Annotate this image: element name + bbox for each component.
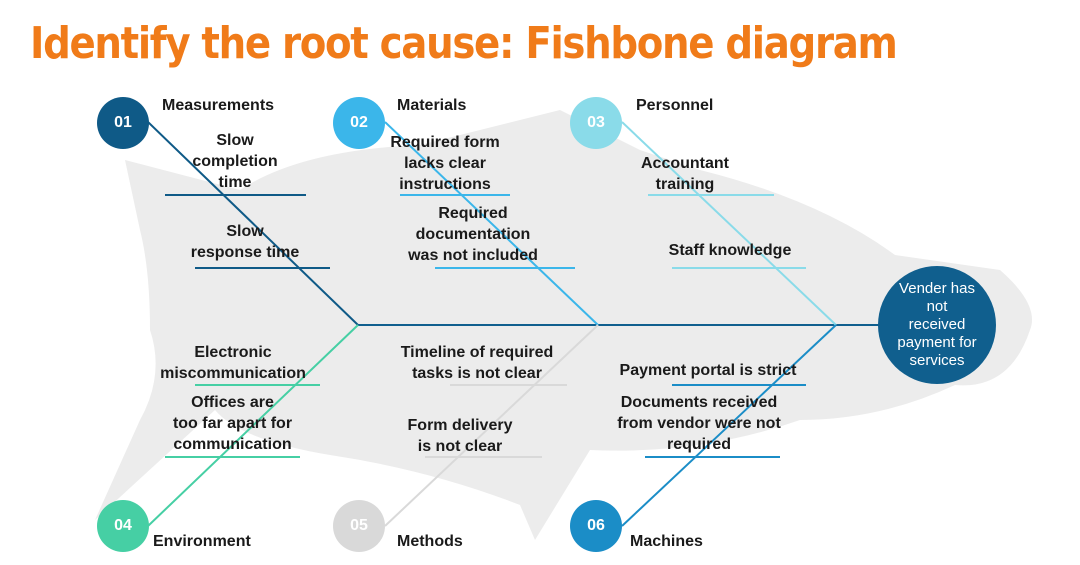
cause-text: Offices are too far apart for communicat…	[172, 394, 293, 453]
bone-machines	[621, 324, 837, 527]
cause-text: Form delivery is not clear	[407, 417, 513, 455]
category-label-methods: Methods	[397, 533, 463, 550]
category-label-measurements: Measurements	[162, 97, 275, 114]
category-number-badge: 04	[97, 500, 149, 552]
page-title: Identify the root cause: Fishbone diagra…	[30, 18, 898, 69]
cause-text: Documents received from vendor were not …	[617, 394, 781, 453]
bone-measurements	[147, 121, 359, 326]
effect-circle: Vender has not received payment for serv…	[878, 266, 996, 384]
bone-environment	[147, 324, 359, 527]
cause-text: Slow completion time	[192, 132, 278, 191]
cause-text: Accountant training	[641, 155, 729, 193]
category-label-personnel: Personnel	[636, 97, 714, 114]
cause-text: Electronic miscommunication	[160, 344, 306, 382]
cause-text: Slow response time	[190, 223, 300, 261]
effect-text: Vender has not received payment for serv…	[897, 280, 977, 369]
bone-materials	[384, 121, 599, 326]
category-label-environment: Environment	[153, 533, 251, 550]
category-number-badge: 02	[333, 97, 385, 149]
cause-text: Payment portal is strict	[619, 362, 797, 379]
category-number-badge: 03	[570, 97, 622, 149]
bone-methods	[384, 324, 599, 527]
bone-personnel	[621, 121, 837, 326]
cause-text: Staff knowledge	[668, 242, 792, 259]
category-number-badge: 06	[570, 500, 622, 552]
category-label-machines: Machines	[630, 533, 703, 550]
category-number-badge: 01	[97, 97, 149, 149]
category-label-materials: Materials	[397, 97, 467, 114]
cause-text: Required form lacks clear instructions	[390, 134, 500, 193]
cause-text: Required documentation was not included	[408, 205, 538, 264]
category-number-badge: 05	[333, 500, 385, 552]
cause-text: Timeline of required tasks is not clear	[400, 344, 554, 382]
